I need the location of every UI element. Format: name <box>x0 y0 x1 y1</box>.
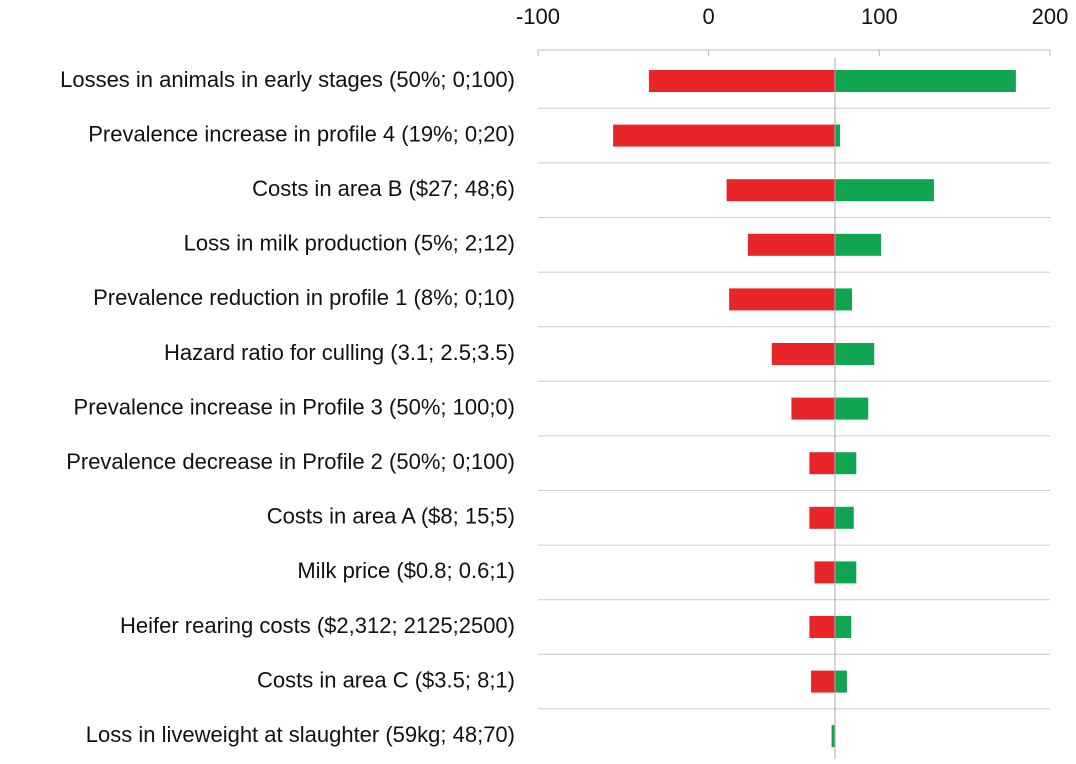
category-label: Prevalence reduction in profile 1 (8%; 0… <box>93 285 515 310</box>
category-label: Costs in area B ($27; 48;6) <box>252 176 515 201</box>
bar <box>747 233 835 256</box>
category-label: Prevalence decrease in Profile 2 (50%; 0… <box>66 449 515 474</box>
bar <box>834 506 854 529</box>
bar <box>729 288 835 311</box>
bar <box>814 561 835 584</box>
bar <box>834 288 853 311</box>
x-tick-label: 200 <box>1032 4 1069 29</box>
category-label: Costs in area A ($8; 15;5) <box>267 504 515 529</box>
x-tick-label: 0 <box>703 4 715 29</box>
category-label: Losses in animals in early stages (50%; … <box>60 67 515 92</box>
bar <box>834 616 852 638</box>
bar <box>834 397 869 420</box>
bar <box>809 506 835 529</box>
bar <box>613 124 835 147</box>
bar <box>834 124 841 147</box>
bar <box>834 179 934 202</box>
bar <box>834 70 1016 92</box>
category-label: Heifer rearing costs ($2,312; 2125;2500) <box>120 613 515 638</box>
bar <box>834 452 857 475</box>
bar <box>791 397 835 420</box>
x-tick-label: 100 <box>861 4 898 29</box>
bar <box>834 670 847 693</box>
bar <box>809 452 835 475</box>
category-label: Costs in area C ($3.5; 8;1) <box>257 667 515 692</box>
category-label: Prevalence increase in Profile 3 (50%; 1… <box>74 394 515 419</box>
category-label: Prevalence increase in profile 4 (19%; 0… <box>88 121 515 146</box>
bar <box>834 561 857 584</box>
category-label: Milk price ($0.8; 0.6;1) <box>297 558 515 583</box>
bar <box>834 343 875 365</box>
category-label: Loss in liveweight at slaughter (59kg; 4… <box>86 722 515 747</box>
bar <box>834 233 882 256</box>
bar <box>811 670 835 693</box>
bar <box>771 343 835 365</box>
bar <box>809 616 835 638</box>
bar <box>648 70 835 92</box>
x-tick-label: -100 <box>516 4 560 29</box>
bar <box>831 725 835 748</box>
bar <box>726 179 835 202</box>
category-label: Loss in milk production (5%; 2;12) <box>184 231 515 256</box>
category-label: Hazard ratio for culling (3.1; 2.5;3.5) <box>164 340 515 365</box>
